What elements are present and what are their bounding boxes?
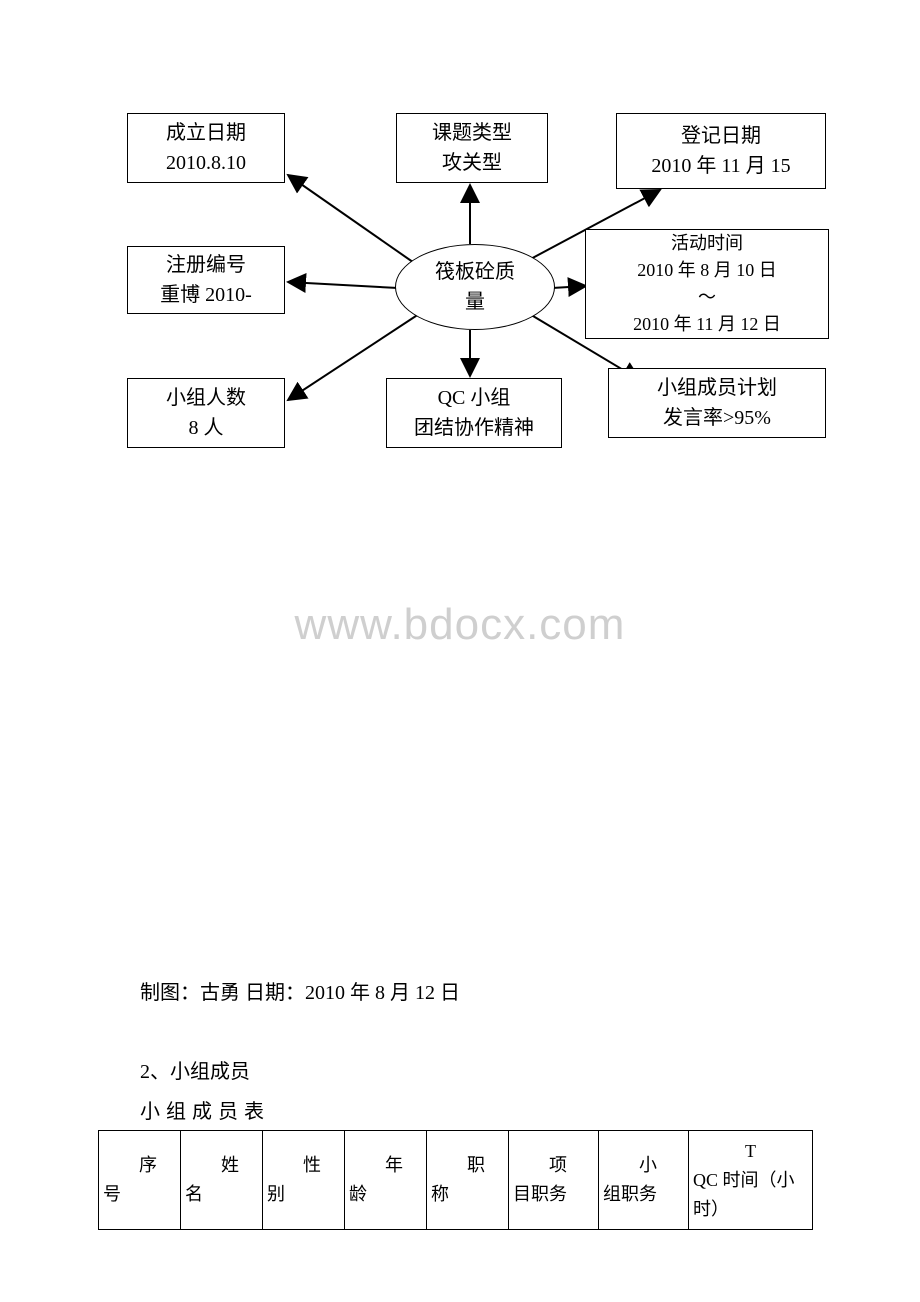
box-register-date: 登记日期 2010 年 11 月 15 bbox=[616, 113, 826, 189]
table-header-cell: 序号 bbox=[99, 1131, 181, 1230]
box-line: 8 人 bbox=[189, 413, 224, 443]
table-header-cell: 项目职务 bbox=[509, 1131, 599, 1230]
table-header-cell: TQC 时间（小时） bbox=[689, 1131, 813, 1230]
table-header-cell: 年龄 bbox=[345, 1131, 427, 1230]
table-header-cell: 性别 bbox=[263, 1131, 345, 1230]
table-title: 小组成员表 bbox=[140, 1095, 270, 1124]
box-line: 发言率>95% bbox=[663, 403, 771, 433]
box-line: 团结协作精神 bbox=[414, 413, 534, 443]
diagram-center: 筏板砼质 量 bbox=[395, 244, 555, 330]
box-line: 2010.8.10 bbox=[166, 148, 246, 178]
box-line: 活动时间 bbox=[671, 230, 743, 257]
box-line: 重博 2010- bbox=[160, 280, 252, 310]
box-line: ～ bbox=[698, 284, 716, 311]
qc-diagram: 筏板砼质 量 成立日期 2010.8.10 课题类型 攻关型 登记日期 2010… bbox=[0, 0, 920, 500]
box-line: 登记日期 bbox=[681, 121, 761, 151]
box-line: 2010 年 8 月 10 日 bbox=[637, 257, 777, 284]
watermark-text: www.bdocx.com bbox=[0, 600, 920, 650]
center-line2: 量 bbox=[465, 287, 485, 317]
box-line: 注册编号 bbox=[166, 250, 246, 280]
box-line: 攻关型 bbox=[442, 148, 502, 178]
box-topic-type: 课题类型 攻关型 bbox=[396, 113, 548, 183]
box-activity-time: 活动时间 2010 年 8 月 10 日 ～ 2010 年 11 月 12 日 bbox=[585, 229, 829, 339]
box-line: 2010 年 11 月 12 日 bbox=[633, 311, 781, 338]
center-line1: 筏板砼质 bbox=[435, 257, 515, 287]
box-register-no: 注册编号 重博 2010- bbox=[127, 246, 285, 314]
table-header-cell: 小组职务 bbox=[599, 1131, 689, 1230]
table-header-cell: 姓名 bbox=[181, 1131, 263, 1230]
box-line: 成立日期 bbox=[166, 118, 246, 148]
member-table: 序号姓名性别年龄职称项目职务小组职务TQC 时间（小时） bbox=[98, 1130, 813, 1230]
section-heading: 2、小组成员 bbox=[140, 1055, 250, 1084]
table-header-row: 序号姓名性别年龄职称项目职务小组职务TQC 时间（小时） bbox=[99, 1131, 813, 1230]
box-member-rate: 小组成员计划 发言率>95% bbox=[608, 368, 826, 438]
table-header-cell: 职称 bbox=[427, 1131, 509, 1230]
box-line: 2010 年 11 月 15 bbox=[651, 151, 790, 181]
box-line: 小组人数 bbox=[166, 383, 246, 413]
box-qc-group: QC 小组 团结协作精神 bbox=[386, 378, 562, 448]
box-line: QC 小组 bbox=[438, 383, 511, 413]
diagram-caption: 制图：古勇 日期：2010 年 8 月 12 日 bbox=[140, 976, 460, 1005]
box-line: 小组成员计划 bbox=[657, 373, 777, 403]
box-line: 课题类型 bbox=[432, 118, 512, 148]
box-group-size: 小组人数 8 人 bbox=[127, 378, 285, 448]
box-establish-date: 成立日期 2010.8.10 bbox=[127, 113, 285, 183]
